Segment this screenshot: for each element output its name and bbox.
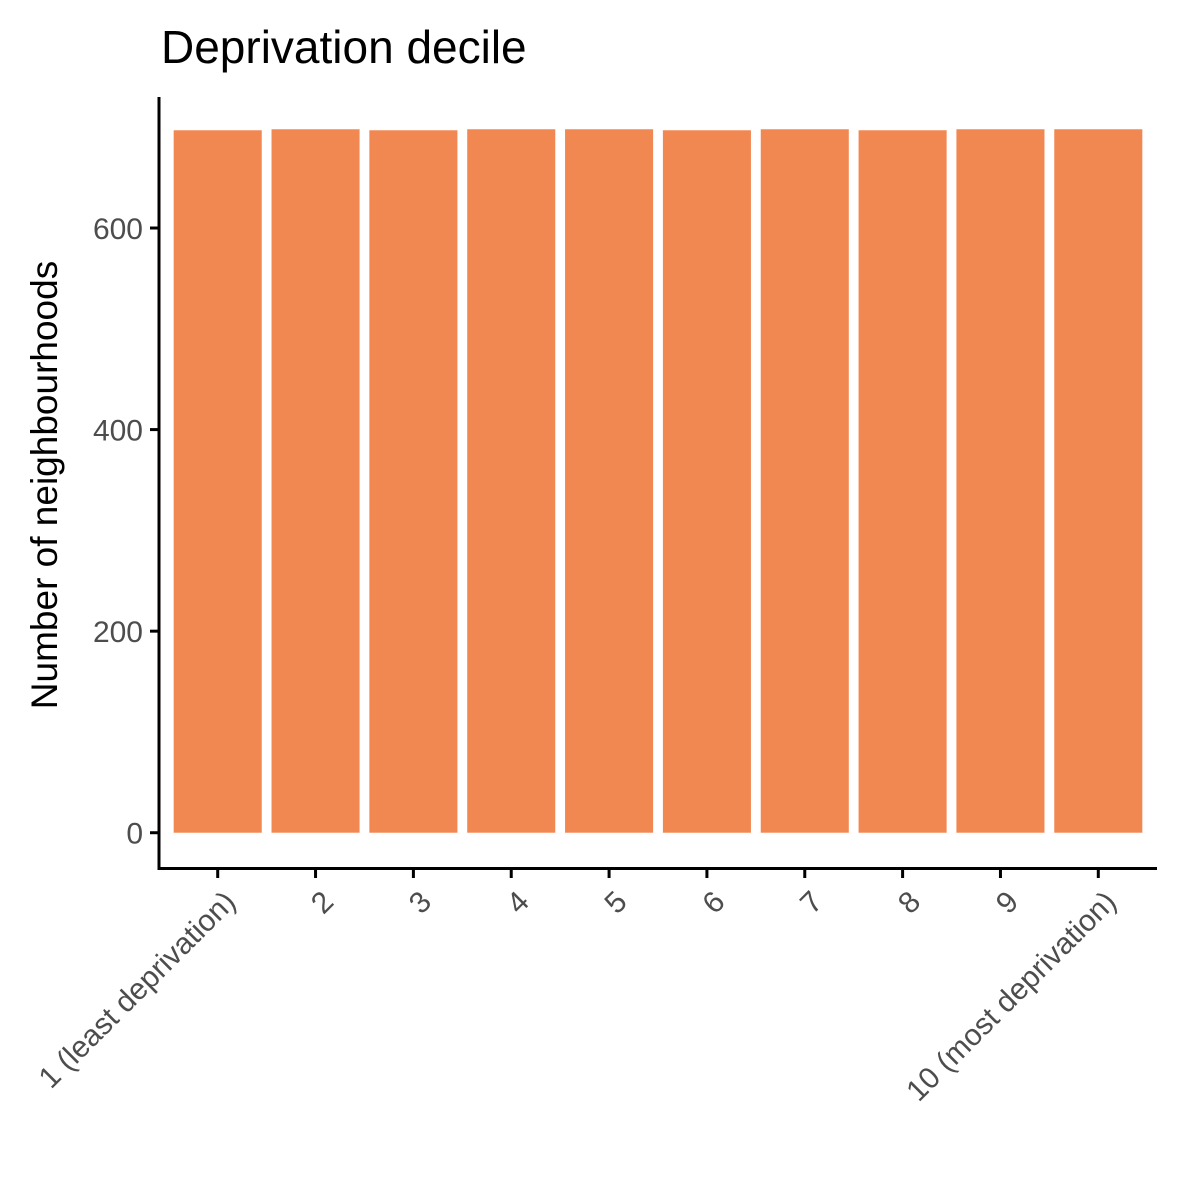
bar-4: [467, 129, 556, 833]
bar-10: [1054, 129, 1143, 833]
y-axis-ticks: 0 200 400 600: [93, 213, 159, 851]
y-tick-label: 0: [126, 818, 143, 851]
x-tick-label: 3: [403, 885, 438, 920]
x-tick-label: 6: [696, 885, 731, 920]
x-tick-label: 8: [892, 885, 927, 920]
bar-9: [956, 129, 1045, 833]
x-tick-label: 9: [990, 885, 1025, 920]
bar-2: [271, 129, 360, 833]
bar-6: [662, 130, 751, 833]
x-tick-label: 7: [794, 885, 829, 920]
x-tick-label: 5: [598, 885, 633, 920]
y-axis-label: Number of neighbourhoods: [24, 261, 65, 709]
y-tick-label: 200: [93, 616, 143, 649]
bar-3: [369, 130, 458, 833]
bar-8: [858, 130, 947, 833]
bar-5: [565, 129, 654, 833]
x-tick-label: 2: [305, 885, 340, 920]
x-tick-label: 4: [501, 885, 536, 920]
y-tick-label: 600: [93, 213, 143, 246]
y-tick-label: 400: [93, 415, 143, 448]
x-tick-label: 1 (least deprivation): [33, 885, 243, 1095]
bars-group: [173, 129, 1143, 833]
chart-title: Deprivation decile: [161, 21, 527, 73]
bar-1: [173, 130, 262, 833]
x-axis-ticks: 1 (least deprivation) 2 3 4 5 6 7 8 910 (most de…: [33, 868, 1123, 1108]
bar-7: [760, 129, 849, 833]
